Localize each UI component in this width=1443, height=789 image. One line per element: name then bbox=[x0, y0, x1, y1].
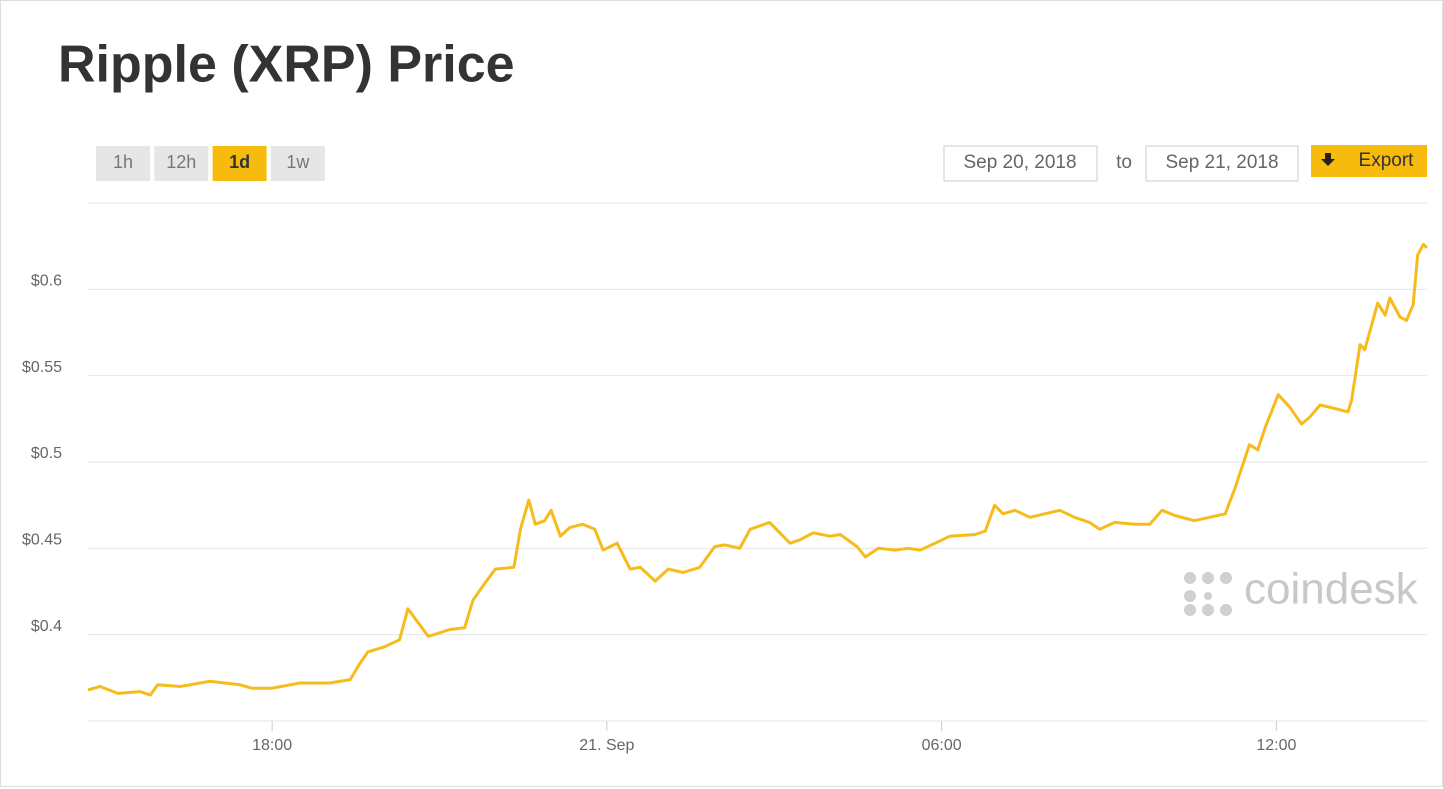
logo bbox=[1184, 572, 1232, 616]
date-to-word: to bbox=[1116, 152, 1132, 173]
y-tick-label: $0.5 bbox=[31, 445, 62, 462]
range-label[interactable]: 1w bbox=[286, 152, 310, 172]
chart-title: Ripple (XRP) Price bbox=[58, 36, 515, 94]
range-button[interactable] bbox=[212, 146, 267, 181]
date-from[interactable]: Sep 20, 2018 bbox=[963, 152, 1076, 173]
price-line bbox=[87, 242, 1429, 697]
range-label[interactable]: 12h bbox=[166, 152, 196, 172]
export-label[interactable]: Export bbox=[1359, 150, 1415, 171]
range-button[interactable] bbox=[270, 146, 325, 181]
range-button[interactable] bbox=[154, 146, 209, 181]
y-tick-label: $0.55 bbox=[22, 359, 62, 376]
date-input[interactable] bbox=[1145, 145, 1299, 182]
y-tick-label: $0.6 bbox=[31, 273, 62, 290]
download-icon bbox=[1321, 153, 1335, 166]
x-tick-label: 18:00 bbox=[252, 737, 292, 754]
x-tick-label: 12:00 bbox=[1256, 737, 1296, 754]
range-label[interactable]: 1d bbox=[229, 152, 250, 172]
date-to[interactable]: Sep 21, 2018 bbox=[1165, 152, 1278, 173]
date-input[interactable] bbox=[943, 145, 1098, 182]
range-button[interactable] bbox=[96, 146, 150, 181]
range-label[interactable]: 1h bbox=[113, 152, 133, 172]
y-tick-label: $0.4 bbox=[31, 618, 62, 635]
logo-text: coindesk bbox=[1244, 565, 1419, 614]
y-tick-label: $0.45 bbox=[22, 532, 62, 549]
x-tick-label: 21. Sep bbox=[579, 737, 634, 754]
x-tick-label: 06:00 bbox=[922, 737, 962, 754]
